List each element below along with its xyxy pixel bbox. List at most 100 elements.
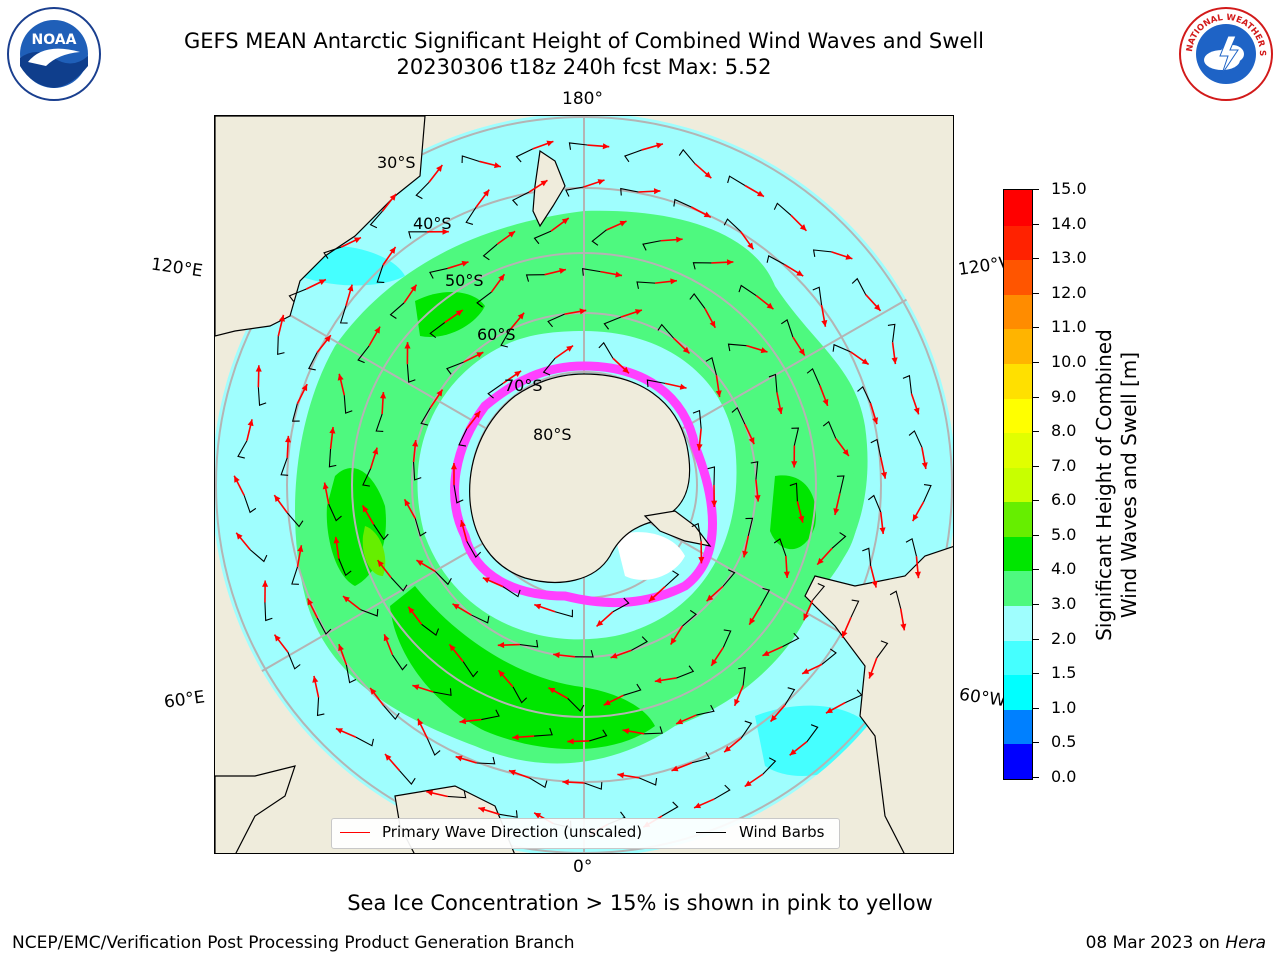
wind-barb <box>529 777 548 789</box>
wind-barb <box>862 547 872 567</box>
colorbar-tick-mark <box>1033 638 1039 640</box>
wind-barb <box>812 582 826 601</box>
wind-barb <box>420 407 431 426</box>
colorbar-tick-mark <box>1033 189 1039 190</box>
wind-barb <box>867 494 882 513</box>
wind-barb <box>375 413 384 432</box>
wave-direction-arrowhead <box>742 550 749 558</box>
wave-direction-arrowhead <box>329 426 336 434</box>
wave-direction-arrowhead <box>482 189 490 197</box>
wind-barb <box>280 457 289 476</box>
wave-direction-arrowhead <box>670 637 677 645</box>
wave-direction-arrowhead <box>534 812 542 819</box>
colorbar-ticks: 0.0 0.5 1.0 1.5 2.0 3.0 4.0 5.0 6.0 7.0 8.0 9.0 10.0… <box>1033 179 1093 800</box>
wave-direction-arrowhead <box>676 718 684 725</box>
colorbar-segment <box>1004 225 1032 261</box>
wind-barb <box>722 629 732 648</box>
wave-direction-arrowhead <box>347 284 354 292</box>
wave-direction-arrowhead <box>914 571 921 579</box>
wind-barb <box>623 683 642 696</box>
wave-direction-arrowhead <box>900 623 907 631</box>
wave-direction-arrowhead <box>799 224 807 231</box>
wind-barb <box>343 395 353 414</box>
wave-direction-arrowhead <box>455 310 463 317</box>
wind-barb <box>308 352 318 371</box>
wave-direction-arrowhead <box>654 677 662 684</box>
wind-barb <box>316 697 325 717</box>
wind-barb <box>727 343 747 352</box>
wind-barb <box>762 757 777 775</box>
wind-barb <box>857 385 872 404</box>
lon-label-60e: 60°E <box>162 687 207 713</box>
lat-label-30s: 30°S <box>377 153 416 172</box>
colorbar-tick-mark <box>1033 569 1039 571</box>
wind-barb <box>249 549 268 563</box>
wave-direction-arrowhead <box>709 320 716 328</box>
wave-direction-arrowhead <box>383 634 390 642</box>
colorbar-segment <box>1004 259 1032 295</box>
wind-barb <box>575 649 594 658</box>
wind-barb <box>500 329 511 348</box>
wave-direction-arrowhead <box>436 389 443 397</box>
wave-direction-arrowhead <box>617 772 625 779</box>
lat-label-60s: 60°S <box>477 325 516 344</box>
wind-barb <box>542 357 556 376</box>
wave-direction-arrowhead <box>704 171 712 179</box>
wave-direction-arrowhead <box>670 278 677 285</box>
colorbar-tick-mark <box>1033 223 1039 225</box>
colorbar-segment <box>1004 467 1032 503</box>
wind-barb <box>355 736 375 747</box>
wind-barb <box>487 382 504 399</box>
wave-direction-arrowhead <box>822 398 829 406</box>
wind-barb <box>727 175 746 186</box>
wave-direction-arrowhead <box>676 236 683 243</box>
wave-direction-arrowhead <box>881 471 887 479</box>
lat-label-40s: 40°S <box>413 214 452 233</box>
colorbar-tick-label: 6.0 <box>1051 490 1077 510</box>
wave-direction-arrowhead <box>342 596 350 603</box>
wind-barb <box>389 302 405 319</box>
wave-direction-arrowhead <box>777 407 784 415</box>
wind-barb <box>362 468 372 487</box>
wave-direction-arrowhead <box>497 642 505 649</box>
wave-direction-arrowhead <box>285 435 292 443</box>
wave-direction-arrowhead <box>679 383 687 390</box>
wave-direction-arrowhead <box>682 346 690 354</box>
wind-barb <box>446 361 464 375</box>
wave-direction-arrowhead <box>301 384 308 392</box>
colorbar-label: Significant Height of Combined Wind Wave… <box>1092 329 1142 641</box>
wave-direction-arrowhead <box>871 580 878 588</box>
colorbar-tick-mark <box>1033 361 1039 363</box>
wind-barb <box>745 517 754 536</box>
wind-barb <box>567 697 585 713</box>
colorbar-tick-label: 1.0 <box>1051 697 1077 717</box>
wind-barb <box>740 720 753 739</box>
colorbar-tick-mark <box>1033 777 1039 778</box>
legend-swatch-wind-barbs <box>696 832 726 833</box>
wave-direction-arrowhead <box>546 140 554 147</box>
wind-barb <box>636 281 656 289</box>
wave-direction-arrowhead <box>791 461 798 468</box>
wind-barb <box>760 587 771 607</box>
wave-direction-arrowhead <box>825 707 833 714</box>
wind-barb <box>812 249 832 257</box>
land-south-america <box>804 546 953 853</box>
wave-direction-arrowhead <box>622 728 630 735</box>
colorbar-tick-label: 8.0 <box>1051 421 1077 441</box>
colorbar-tick-label: 0.5 <box>1051 732 1077 752</box>
wave-direction-arrowhead <box>493 162 501 169</box>
wave-direction-arrowhead <box>597 179 605 185</box>
wind-barb <box>908 430 923 448</box>
wave-direction-arrowhead <box>324 335 331 343</box>
wave-direction-arrowhead <box>255 365 262 372</box>
wave-direction-arrowhead <box>312 675 319 683</box>
wind-barb <box>870 438 882 458</box>
wave-direction-arrowhead <box>508 231 516 238</box>
wave-direction-arrowhead <box>417 718 424 726</box>
wave-direction-arrowhead <box>374 326 381 334</box>
footer-host: Hera <box>1225 933 1266 953</box>
wind-barb <box>692 409 702 429</box>
wind-barb <box>357 345 370 364</box>
wind-barb <box>821 648 837 665</box>
wind-barb <box>277 336 285 355</box>
